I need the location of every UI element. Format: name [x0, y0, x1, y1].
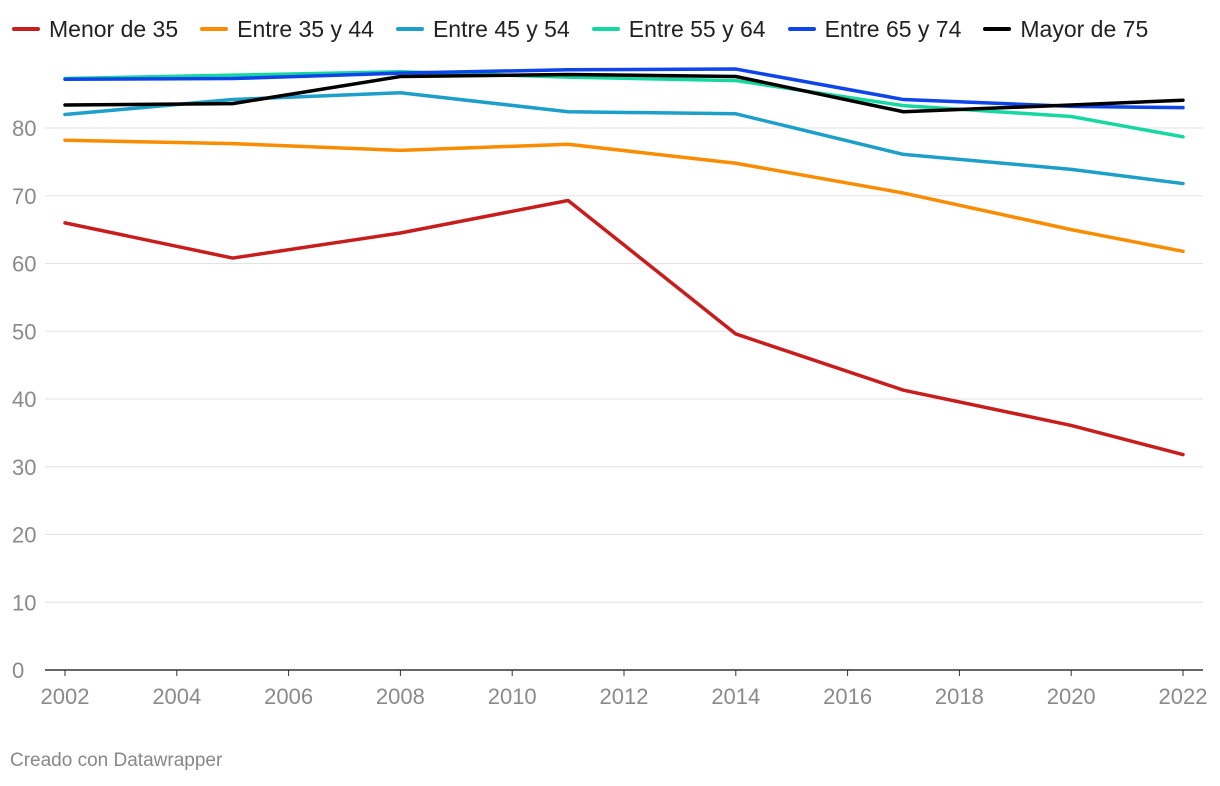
legend-swatch: [395, 27, 424, 31]
y-tick-label: 80: [12, 116, 36, 141]
x-tick-label: 2008: [376, 684, 425, 709]
x-tick-label: 2018: [935, 684, 984, 709]
legend-label: Entre 45 y 54: [432, 15, 570, 42]
legend-label: Entre 65 y 74: [824, 15, 962, 42]
series-line-menor-de-35: [63, 198, 1185, 457]
series-line-entre-35-y-44: [63, 138, 1185, 254]
series-line-entre-55-y-64: [63, 70, 1185, 139]
legend-swatch: [983, 27, 1012, 31]
x-tick-label: 2014: [711, 684, 760, 709]
series-line-mayor-de-75: [63, 72, 1185, 114]
x-tick-label: 2002: [41, 684, 90, 709]
legend-swatch: [787, 27, 816, 31]
x-tick-label: 2020: [1047, 684, 1096, 709]
x-tick-label: 2016: [823, 684, 872, 709]
legend-item: Entre 35 y 44: [200, 16, 374, 43]
legend-item: Entre 65 y 74: [787, 15, 962, 43]
legend-swatch: [591, 27, 620, 31]
x-tick-label: 2022: [1159, 684, 1208, 709]
y-tick-label: 60: [12, 252, 36, 277]
x-tick-label: 2004: [152, 684, 201, 709]
legend-label: Entre 35 y 44: [237, 15, 374, 42]
x-tick-label: 2006: [264, 684, 313, 709]
y-tick-label: 70: [12, 184, 36, 209]
y-tick-label: 0: [12, 658, 24, 683]
legend-swatch: [12, 27, 40, 31]
legend-item: Menor de 35: [12, 16, 178, 43]
legend-label: Menor de 35: [49, 15, 179, 42]
legend-label: Entre 55 y 64: [628, 15, 766, 42]
legend-label: Mayor de 75: [1020, 15, 1149, 42]
y-tick-label: 10: [12, 590, 36, 615]
y-tick-label: 30: [12, 455, 36, 480]
footer-credit: Creado con Datawrapper: [10, 750, 223, 771]
x-tick-label: 2010: [488, 684, 537, 709]
y-tick-label: 50: [12, 319, 36, 344]
line-chart: 0 10 20 30 40 50 60 70 80 2002 2004 2006 2008 2010 201…: [12, 67, 1208, 709]
y-tick-label: 20: [12, 523, 36, 548]
legend-item: Entre 45 y 54: [395, 15, 570, 43]
x-tick-label: 2012: [600, 684, 649, 709]
legend-swatch: [200, 27, 229, 31]
legend-item: Entre 55 y 64: [591, 15, 766, 43]
y-tick-label: 40: [12, 387, 36, 412]
legend-item: Mayor de 75: [983, 16, 1148, 43]
legend: Menor de 35 Entre 35 y 44 Entre 45 y 54 Ent…: [12, 14, 1170, 44]
